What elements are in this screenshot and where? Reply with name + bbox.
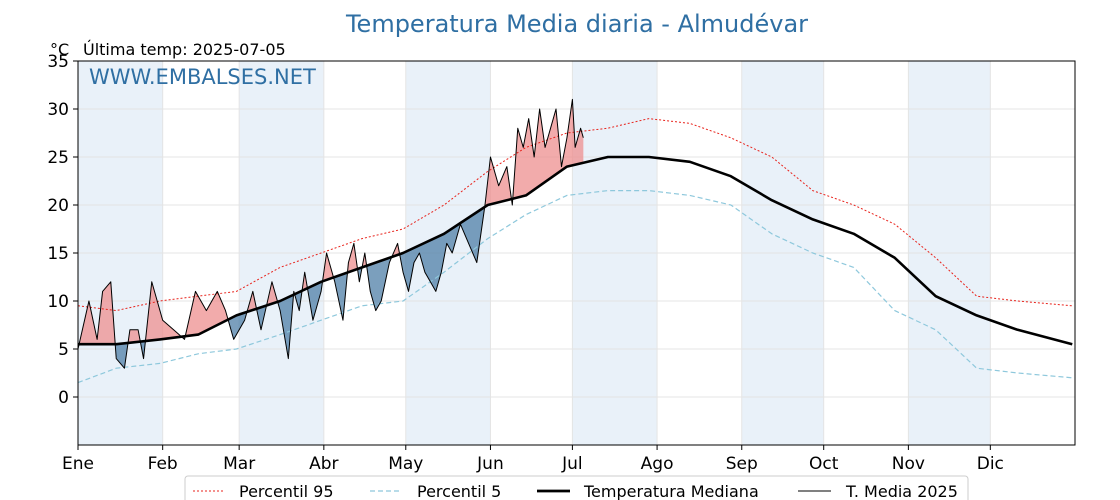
watermark: WWW.EMBALSES.NET	[89, 65, 316, 89]
last-temp-label: Última temp: 2025-07-05	[83, 40, 286, 59]
x-tick-label-Oct: Oct	[809, 454, 839, 474]
x-tick-label-Abr: Abr	[309, 454, 338, 474]
x-axis: Ene Feb Mar Abr May Jun Jul Ago Sep Oct Nov Dic	[62, 445, 1004, 474]
x-tick-label-Ene: Ene	[62, 454, 94, 474]
legend: Percentil 95 Percentil 5 Temperatura Med…	[184, 475, 969, 500]
y-tick-label-5: 5	[58, 340, 69, 360]
legend-label-p5: Percentil 5	[417, 482, 501, 500]
y-tick-label-0: 0	[58, 388, 69, 408]
x-tick-label-Ago: Ago	[641, 454, 674, 474]
y-tick-label-30: 30	[47, 100, 69, 120]
x-tick-label-Jun: Jun	[476, 454, 504, 474]
y-tick-label-25: 25	[47, 148, 69, 168]
legend-label-p95: Percentil 95	[239, 482, 334, 500]
legend-label-median: Temperatura Mediana	[583, 482, 759, 500]
x-tick-label-Feb: Feb	[148, 454, 178, 474]
series-lines	[77, 98, 1073, 384]
x-tick-label-Nov: Nov	[892, 454, 925, 474]
series-line-p5	[77, 190, 1073, 384]
x-tick-label-Jul: Jul	[561, 454, 583, 474]
series-line-median	[78, 155, 1073, 346]
y-tick-label-20: 20	[47, 196, 69, 216]
chart-title: Temperatura Media diaria - Almudévar	[345, 10, 808, 38]
unit-label: °C	[50, 40, 69, 59]
legend-box	[184, 475, 969, 500]
x-tick-label-May: May	[388, 454, 423, 474]
series-line-p95	[77, 118, 1073, 312]
y-tick-label-10: 10	[47, 292, 69, 312]
x-tick-label-Sep: Sep	[726, 454, 758, 474]
y-tick-label-15: 15	[47, 244, 69, 264]
y-tick-label-35: 35	[47, 52, 69, 72]
series-line-current	[77, 98, 584, 369]
y-axis: 0 5 10 15 20 25 30 35	[47, 52, 78, 408]
x-tick-label-Dic: Dic	[977, 454, 1004, 474]
legend-label-current: T. Media 2025	[845, 482, 958, 500]
x-tick-label-Mar: Mar	[223, 454, 255, 474]
